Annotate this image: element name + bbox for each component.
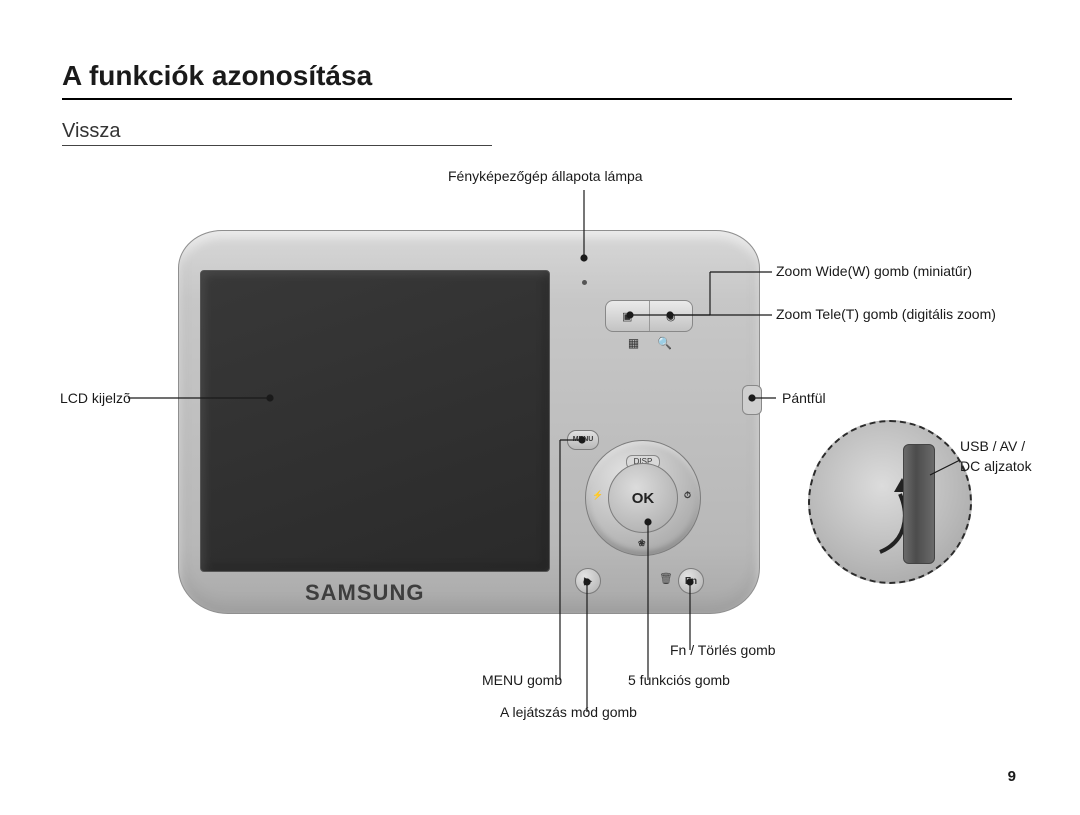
zoom-wide-icon: ▦ (628, 336, 639, 350)
port-cover-inset (808, 420, 972, 584)
ok-button[interactable]: OK (608, 463, 678, 533)
label-menu: MENU gomb (482, 672, 562, 688)
label-zoom-tele: Zoom Tele(T) gomb (digitális zoom) (776, 306, 996, 322)
page-root: A funkciók azonosítása Vissza SAMSUNG ▣ … (0, 0, 1080, 815)
zoom-tele-icon: 🔍 (657, 336, 672, 350)
strap-eyelet (742, 385, 762, 415)
label-usb-av: USB / AV / (960, 438, 1025, 454)
inset-arrow-icon (810, 422, 970, 582)
menu-button[interactable]: MENU (567, 430, 599, 450)
status-lamp-dot (582, 256, 587, 261)
label-dc-jack: DC aljzatok (960, 458, 1032, 474)
zoom-tele-button[interactable]: ◉ (650, 301, 693, 331)
label-playback: A lejátszás mód gomb (500, 704, 637, 720)
usb-av-dc-port (903, 444, 935, 564)
label-lcd: LCD kijelzõ (60, 390, 131, 406)
label-strap: Pántfül (782, 390, 826, 406)
zoom-rocker[interactable]: ▣ ◉ (605, 300, 693, 332)
page-number: 9 (1008, 768, 1016, 785)
label-fn-delete: Fn / Törlés gomb (670, 642, 776, 658)
playback-button[interactable]: ▶ (575, 568, 601, 594)
lcd-screen (200, 270, 550, 572)
zoom-icons: ▦ 🔍 (610, 336, 690, 350)
brand-logo: SAMSUNG (305, 580, 424, 606)
fn-button[interactable]: Fn (678, 568, 704, 594)
camera-diagram: SAMSUNG ▣ ◉ ▦ 🔍 MENU DISP OK ⚡ ⏱ ❀ ▶ 🗑 F… (0, 0, 1080, 815)
label-zoom-wide: Zoom Wide(W) gomb (miniatűr) (776, 263, 972, 279)
status-lamp-dot-2 (582, 280, 587, 285)
label-five-way: 5 funkciós gomb (628, 672, 730, 688)
macro-icon: ❀ (638, 538, 646, 549)
zoom-wide-button[interactable]: ▣ (606, 301, 650, 331)
trash-icon: 🗑 (659, 572, 673, 585)
timer-icon: ⏱ (684, 490, 691, 501)
flash-icon: ⚡ (592, 490, 603, 501)
label-status-lamp: Fényképezőgép állapota lámpa (448, 168, 643, 184)
